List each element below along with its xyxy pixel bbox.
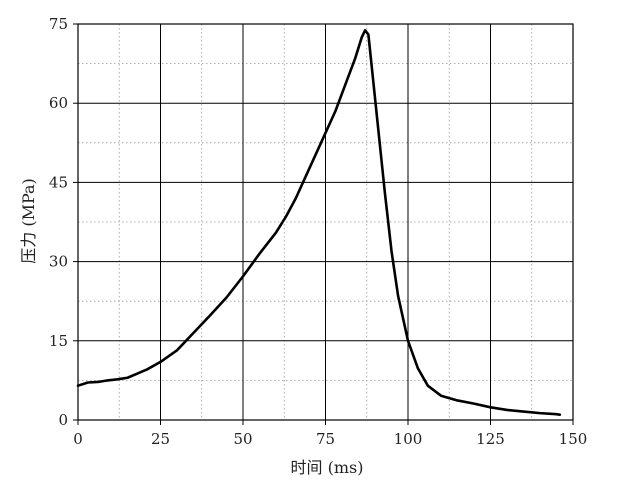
- x-tick-label: 50: [233, 430, 252, 448]
- y-tick-label: 30: [49, 253, 68, 271]
- x-axis-label: 时间 (ms): [291, 458, 364, 477]
- series-line-0: [76, 29, 562, 417]
- y-tick-label: 0: [58, 411, 68, 429]
- x-tick-label: 150: [559, 430, 588, 448]
- y-axis-tick-labels: 0 15 30 45 60 75: [49, 15, 68, 429]
- series-layer: [76, 29, 562, 417]
- y-tick-label: 15: [49, 332, 68, 350]
- x-tick-label: 0: [73, 430, 83, 448]
- x-axis-tick-labels: 0 25 50 75 100 125 150: [73, 430, 587, 448]
- x-tick-label: 25: [151, 430, 170, 448]
- y-axis-label: 压力 (MPa): [19, 178, 38, 264]
- x-tick-label: 125: [476, 430, 505, 448]
- x-tick-label: 75: [316, 430, 335, 448]
- x-tick-label: 100: [394, 430, 423, 448]
- y-tick-label: 45: [49, 173, 68, 191]
- y-tick-label: 75: [49, 15, 68, 33]
- axis-ticks: [73, 23, 574, 425]
- y-tick-label: 60: [49, 94, 68, 112]
- major-grid: [78, 24, 573, 420]
